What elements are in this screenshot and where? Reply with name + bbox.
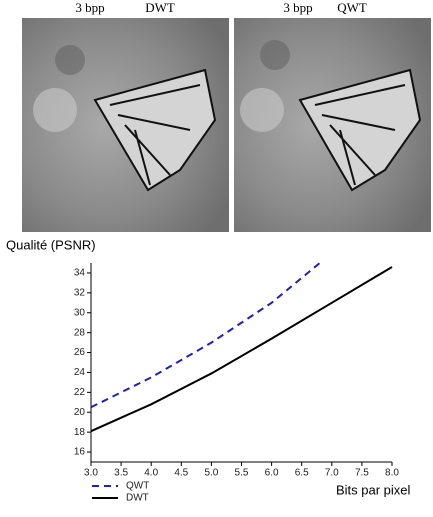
x-axis-label: Bits par pixel bbox=[336, 482, 411, 497]
panel-method: QWT bbox=[337, 0, 367, 15]
image-right bbox=[234, 18, 431, 232]
series-line bbox=[90, 262, 321, 409]
x-tick-label: 6.5 bbox=[295, 468, 309, 479]
x-tick-label: 8.0 bbox=[385, 468, 399, 479]
y-tick-label: 30 bbox=[74, 307, 86, 318]
x-tick-label: 6.0 bbox=[265, 468, 279, 479]
x-tick-label: 4.5 bbox=[174, 468, 188, 479]
y-tick-label: 34 bbox=[74, 268, 86, 279]
y-axis-label: Qualité (PSNR) bbox=[6, 237, 96, 252]
y-tick-label: 26 bbox=[74, 347, 86, 358]
series-line bbox=[90, 266, 393, 433]
panel-rate: 3 bpp bbox=[283, 0, 312, 15]
y-tick-label: 16 bbox=[74, 447, 86, 458]
x-tick-label: 5.5 bbox=[235, 468, 249, 479]
image-left bbox=[22, 18, 229, 232]
panel-method: DWT bbox=[145, 0, 175, 15]
x-tick-label: 7.0 bbox=[325, 468, 339, 479]
legend-label: QWT bbox=[126, 481, 149, 492]
y-tick-label: 24 bbox=[74, 367, 86, 378]
y-tick-label: 32 bbox=[74, 287, 86, 298]
y-tick-label: 22 bbox=[74, 387, 86, 398]
x-tick-label: 3.5 bbox=[114, 468, 128, 479]
x-tick-label: 5.0 bbox=[204, 468, 218, 479]
panel-rate: 3 bpp bbox=[75, 0, 104, 15]
x-tick-label: 7.5 bbox=[355, 468, 369, 479]
y-tick-label: 18 bbox=[74, 427, 86, 438]
y-tick-label: 28 bbox=[74, 327, 86, 338]
y-tick-label: 20 bbox=[74, 407, 86, 418]
x-tick-label: 3.0 bbox=[84, 468, 98, 479]
x-tick-label: 4.0 bbox=[144, 468, 158, 479]
legend-label: DWT bbox=[126, 493, 149, 504]
